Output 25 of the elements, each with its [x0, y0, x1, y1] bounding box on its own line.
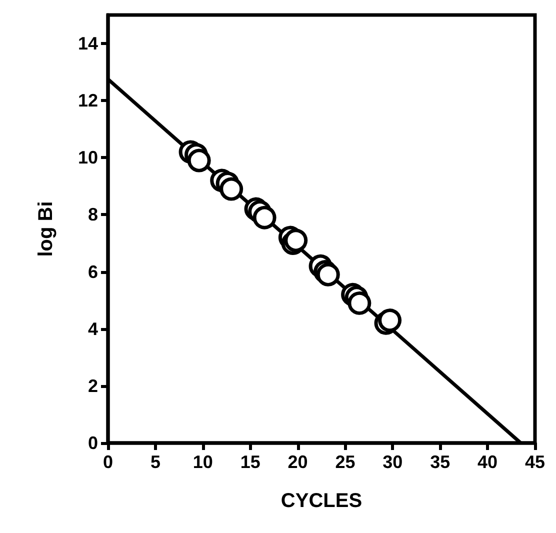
x-tick-label: 15: [240, 452, 260, 472]
point: [187, 148, 211, 172]
point: [348, 291, 372, 315]
y-tick-label: 0: [88, 433, 98, 453]
x-tick-label: 30: [382, 452, 403, 472]
point: [252, 206, 276, 230]
y-tick-label: 4: [88, 318, 98, 339]
x-tick-label: 0: [102, 452, 114, 472]
point: [220, 177, 244, 201]
y-tick-label: 10: [78, 148, 98, 168]
x-tick-label: 20: [288, 452, 308, 472]
x-tick-label: 40: [478, 452, 498, 472]
x-axis-title: CYCLES: [280, 490, 362, 512]
x-tick-label: 25: [335, 452, 356, 472]
y-tick-label: 12: [78, 90, 98, 111]
point: [378, 308, 402, 332]
y-tick-label: 2: [88, 376, 98, 396]
x-tick-label: 45: [524, 452, 546, 472]
y-tick-label: 8: [88, 204, 98, 225]
x-tick-label: 35: [430, 452, 450, 472]
y-tick-label: 14: [78, 34, 98, 54]
y-tick-label: 6: [88, 262, 98, 282]
x-tick-label: 10: [192, 452, 213, 472]
x-tick-label: 5: [150, 452, 160, 472]
y-axis-title: log Bi: [35, 201, 57, 257]
